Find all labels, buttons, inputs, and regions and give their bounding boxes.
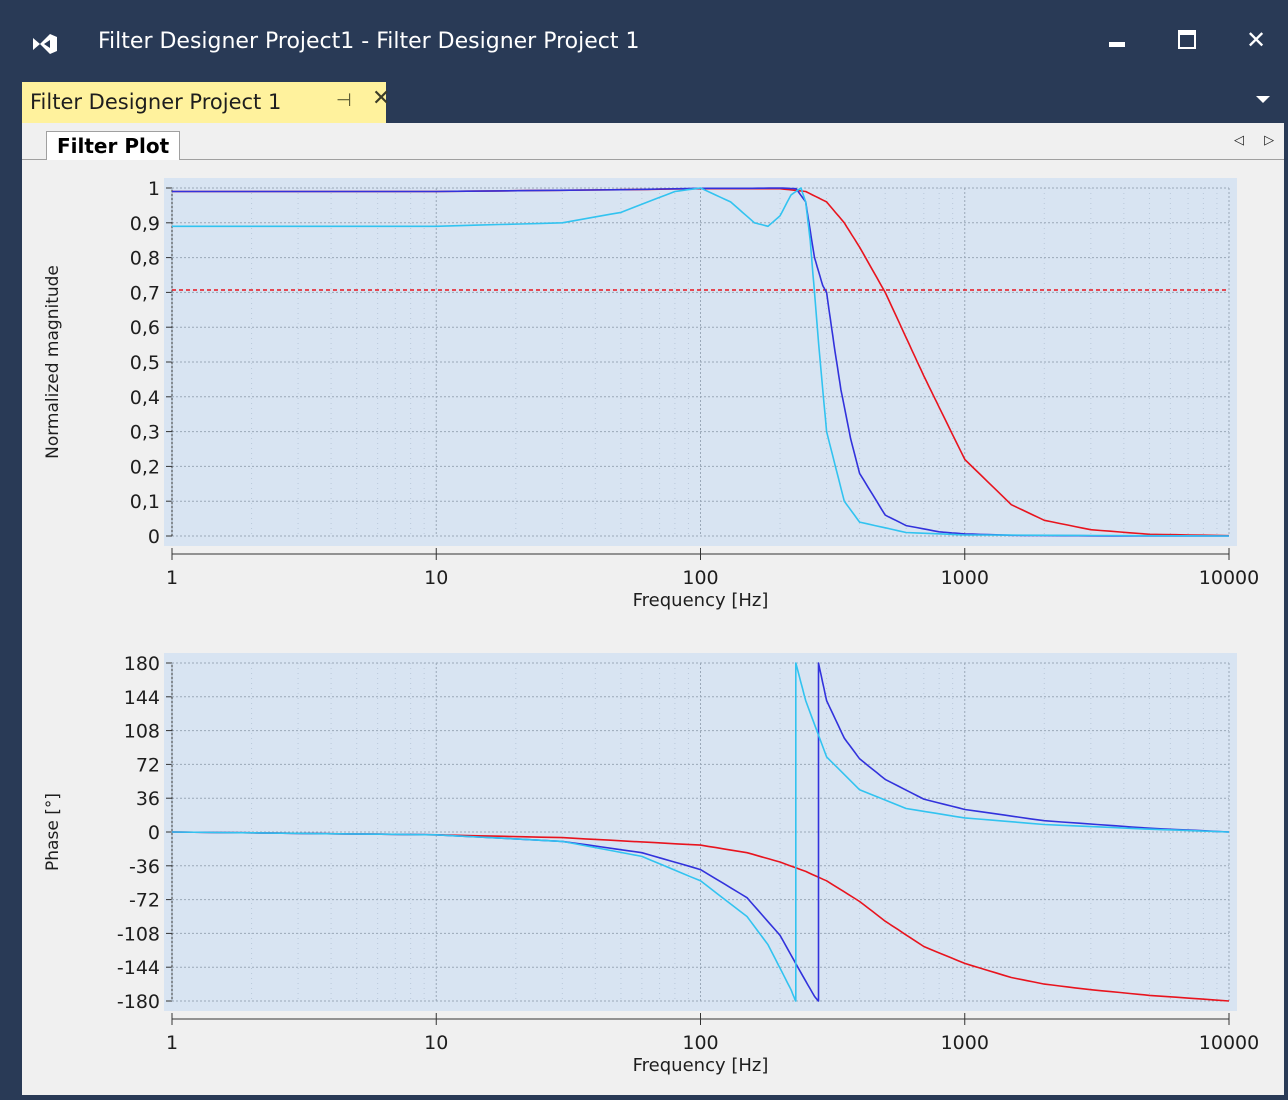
x-tick-label: 1 [166,567,178,589]
x-tick-label: 1000 [941,567,989,589]
series-line-2 [172,187,1229,537]
inner-tab-bar: Filter Plot ◁ ▷ [22,123,1284,160]
plot-area: 0 0,1 0,2 0,3 0,4 0,5 0,6 0,7 0,8 0,9 1 1 10 100 1000 1… [22,160,1284,1095]
maximize-button[interactable] [1166,20,1206,60]
tab-filter-plot[interactable]: Filter Plot [46,131,181,160]
y-tick-label: 0 [148,526,160,548]
document-tab[interactable]: Filter Designer Project 1 ⊣ ✕ [22,82,390,124]
x-tick-label: 10 [424,1032,448,1054]
y-tick-label: 0,3 [130,422,160,444]
close-button[interactable]: ✕ [1236,20,1276,60]
y-tick-label: 0,8 [130,248,160,270]
y-tick-label: 0 [148,822,160,844]
y-tick-label: 180 [124,653,160,675]
y-tick-label: 72 [136,754,160,776]
y-axis-label: Phase [°] [43,793,63,871]
minimize-button[interactable] [1098,20,1138,60]
y-tick-label: 0,6 [130,317,160,339]
tab-dropdown-icon[interactable] [1256,96,1270,103]
tab-close-icon[interactable]: ✕ [372,86,391,111]
document-content: Filter Plot ◁ ▷ 0 0,1 0,2 0,3 0,4 0,5 0,6 0,7 0,… [22,123,1284,1095]
series-line-1 [171,831,1230,1002]
minimize-icon [1109,42,1125,47]
x-tick-label: 1000 [941,1032,989,1054]
tab-scroll-arrows-icon[interactable]: ◁ ▷ [1234,133,1283,148]
title-bar: Filter Designer Project1 - Filter Design… [0,0,1288,80]
filter-plot-svg: 00,10,20,30,40,50,60,70,80,911 10 100 1000 1… [43,178,1259,1076]
y-tick-label: -144 [117,957,160,979]
x-axis-label: Frequency [Hz] [633,1055,769,1076]
y-tick-label: -72 [129,890,160,912]
close-icon: ✕ [1245,26,1267,54]
window-title: Filter Designer Project1 - Filter Design… [98,29,640,54]
x-tick-label: 10000 [1199,567,1259,589]
y-tick-label: 108 [124,721,160,743]
y-tick-label: 144 [124,687,160,709]
x-tick-label: 10 [424,567,448,589]
y-tick-label: 0,9 [130,213,160,235]
series-line-3 [171,662,1230,1002]
x-tick-label: 1 [166,1032,178,1054]
pin-icon[interactable]: ⊣ [336,90,352,111]
document-tab-label: Filter Designer Project 1 [30,90,282,114]
chart-2: 180 144 108 72 36 0 -36 -72 -108 -144 -180 1 10 100 10… [43,653,1259,1076]
y-tick-label: 0,7 [130,282,160,304]
maximize-icon [1178,30,1196,49]
x-axis-label: Frequency [Hz] [633,590,769,611]
y-tick-label: 0,1 [130,491,160,513]
series-line-3 [172,187,1230,537]
y-tick-label: 1 [148,178,160,200]
y-axis-label: Normalized magnitude [43,265,63,459]
x-tick-label: 100 [682,1032,718,1054]
x-tick-label: 100 [682,567,718,589]
x-tick-label: 10000 [1199,1032,1259,1054]
series-line-2 [171,662,1230,1002]
visual-studio-icon [33,34,57,54]
y-tick-label: -36 [129,856,160,878]
y-tick-label: 36 [136,788,160,810]
y-tick-label: 0,5 [130,352,160,374]
y-tick-label: -108 [117,923,160,945]
y-tick-label: -180 [117,991,160,1013]
chart-1: 0 0,1 0,2 0,3 0,4 0,5 0,6 0,7 0,8 0,9 1 1 10 100 1000 1… [43,178,1259,611]
y-tick-label: 0,2 [130,456,160,478]
y-tick-label: 0,4 [130,387,160,409]
